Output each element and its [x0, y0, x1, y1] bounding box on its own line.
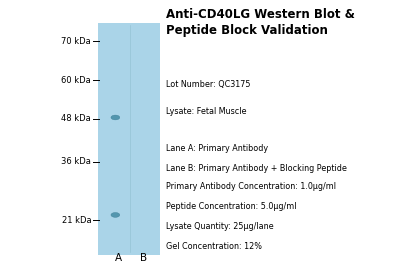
Text: A: A	[114, 253, 122, 263]
Text: B: B	[140, 253, 148, 263]
Text: Peptide Concentration: 5.0μg/ml: Peptide Concentration: 5.0μg/ml	[166, 202, 296, 211]
Ellipse shape	[111, 213, 120, 217]
Text: Anti-CD40LG Western Blot &
Peptide Block Validation: Anti-CD40LG Western Blot & Peptide Block…	[166, 8, 355, 37]
Text: Lane A: Primary Antibody: Lane A: Primary Antibody	[166, 144, 268, 153]
Text: 60 kDa: 60 kDa	[62, 76, 91, 85]
Text: 36 kDa: 36 kDa	[61, 157, 91, 166]
Text: Lysate Quantity: 25μg/lane: Lysate Quantity: 25μg/lane	[166, 222, 274, 231]
Text: 70 kDa: 70 kDa	[62, 37, 91, 46]
Text: 48 kDa: 48 kDa	[62, 114, 91, 123]
Bar	[98, 23, 160, 255]
Text: 21 kDa: 21 kDa	[62, 216, 91, 225]
Text: Lot Number: QC3175: Lot Number: QC3175	[166, 80, 250, 89]
Text: Lane B: Primary Antibody + Blocking Peptide: Lane B: Primary Antibody + Blocking Pept…	[166, 164, 347, 173]
Ellipse shape	[111, 115, 120, 120]
Text: Primary Antibody Concentration: 1.0μg/ml: Primary Antibody Concentration: 1.0μg/ml	[166, 182, 336, 191]
Text: Lysate: Fetal Muscle: Lysate: Fetal Muscle	[166, 107, 246, 116]
Text: Gel Concentration: 12%: Gel Concentration: 12%	[166, 242, 262, 251]
